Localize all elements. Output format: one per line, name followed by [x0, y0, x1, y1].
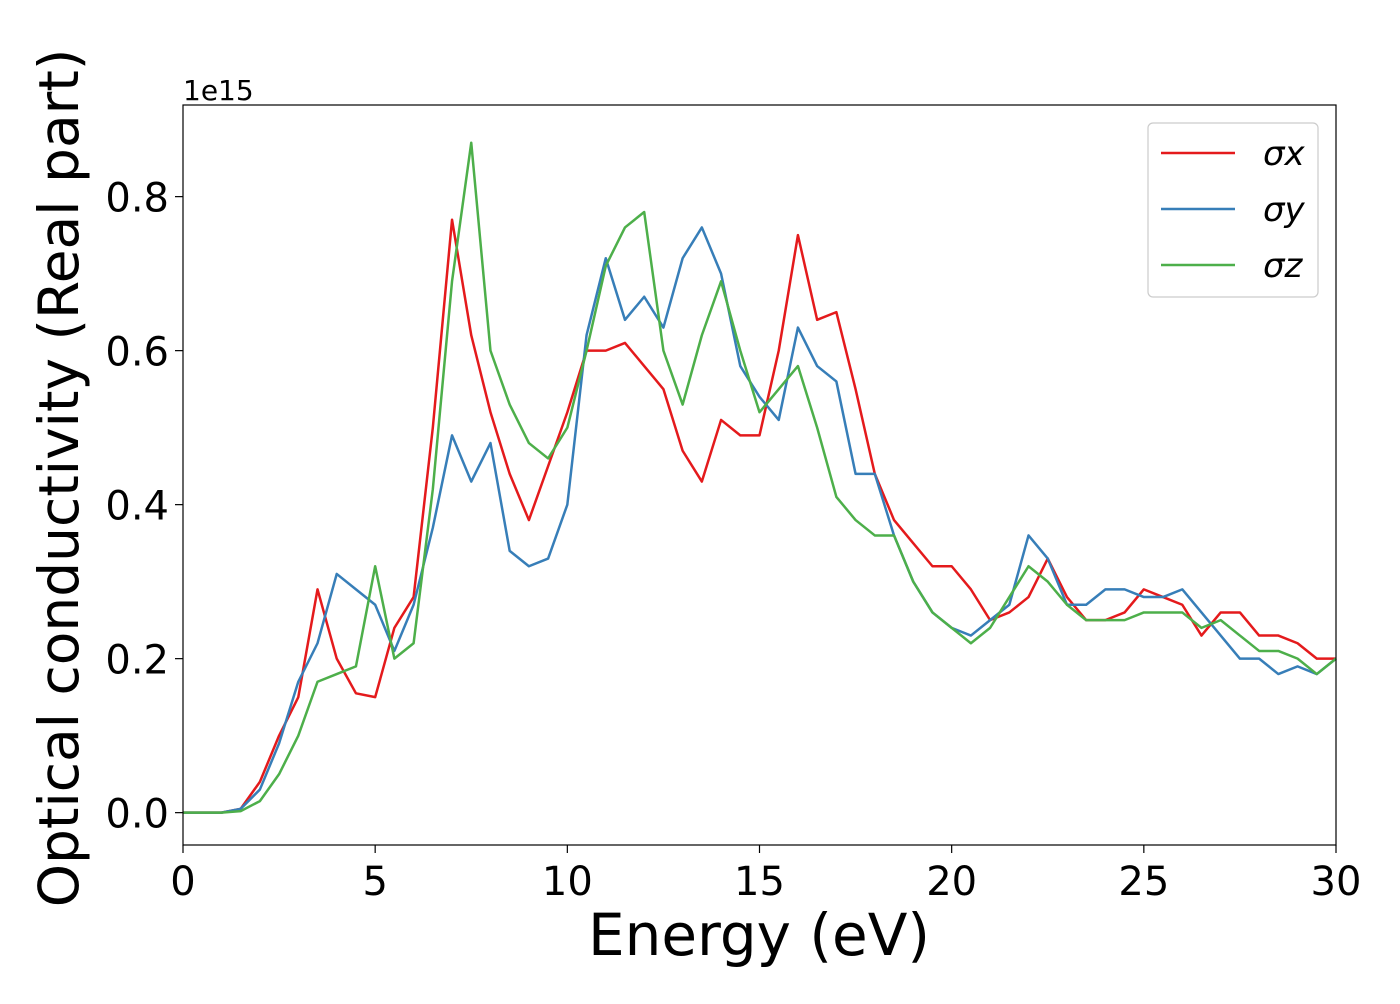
- data-line: [183, 141, 1337, 814]
- x-tick-label: 30: [1311, 859, 1362, 905]
- y-tick-label: 0.4: [105, 484, 169, 530]
- y-scale-label: 1e15: [183, 74, 254, 107]
- legend-label: σx: [1263, 134, 1306, 174]
- x-tick-label: 20: [926, 859, 977, 905]
- x-axis-label: Energy (eV): [588, 901, 930, 969]
- y-tick-label: 0.8: [105, 176, 169, 222]
- y-tick-label: 0.0: [105, 792, 169, 838]
- data-line: [183, 218, 1336, 814]
- x-tick-label: 25: [1118, 859, 1169, 905]
- x-tick-label: 15: [734, 859, 785, 905]
- data-line: [183, 226, 1337, 814]
- legend-label: σy: [1263, 190, 1306, 230]
- plot-frame: [182, 104, 1337, 846]
- x-tick-label: 10: [542, 859, 593, 905]
- y-tick-label: 0.6: [105, 330, 169, 376]
- x-tick-label: 5: [362, 859, 387, 905]
- legend-label: σz: [1263, 246, 1304, 286]
- y-tick-label: 0.2: [105, 638, 169, 684]
- x-tick-label: 0: [170, 859, 195, 905]
- y-axis-label: Optical conductivity (Real part): [27, 49, 91, 908]
